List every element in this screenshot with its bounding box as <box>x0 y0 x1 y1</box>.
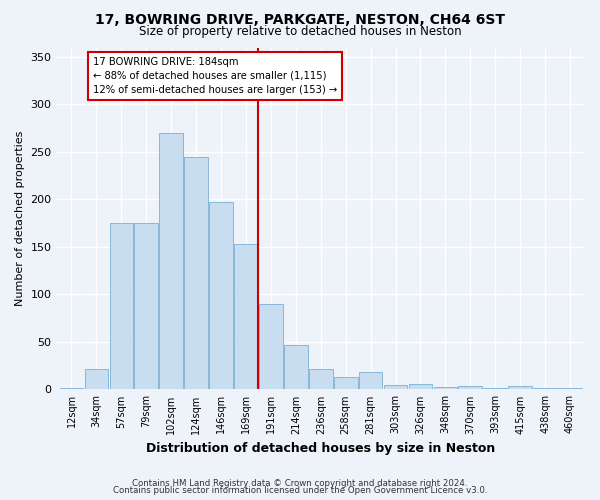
Text: Size of property relative to detached houses in Neston: Size of property relative to detached ho… <box>139 25 461 38</box>
Bar <box>259 304 283 390</box>
Bar <box>85 368 108 390</box>
Bar <box>458 386 482 390</box>
Text: 17, BOWRING DRIVE, PARKGATE, NESTON, CH64 6ST: 17, BOWRING DRIVE, PARKGATE, NESTON, CH6… <box>95 12 505 26</box>
Bar <box>558 388 582 390</box>
Bar <box>284 345 308 390</box>
X-axis label: Distribution of detached houses by size in Neston: Distribution of detached houses by size … <box>146 442 496 455</box>
Bar <box>533 388 557 390</box>
Bar <box>384 384 407 390</box>
Bar <box>334 377 358 390</box>
Text: Contains public sector information licensed under the Open Government Licence v3: Contains public sector information licen… <box>113 486 487 495</box>
Bar <box>409 384 433 390</box>
Bar <box>184 156 208 390</box>
Y-axis label: Number of detached properties: Number of detached properties <box>15 131 25 306</box>
Bar <box>59 388 83 390</box>
Bar <box>110 223 133 390</box>
Bar <box>309 368 332 390</box>
Bar <box>160 133 183 390</box>
Bar <box>134 223 158 390</box>
Bar <box>508 386 532 390</box>
Bar <box>484 388 507 390</box>
Bar <box>434 386 457 390</box>
Text: Contains HM Land Registry data © Crown copyright and database right 2024.: Contains HM Land Registry data © Crown c… <box>132 478 468 488</box>
Bar <box>234 244 258 390</box>
Bar <box>209 202 233 390</box>
Bar <box>359 372 382 390</box>
Text: 17 BOWRING DRIVE: 184sqm
← 88% of detached houses are smaller (1,115)
12% of sem: 17 BOWRING DRIVE: 184sqm ← 88% of detach… <box>92 57 337 95</box>
